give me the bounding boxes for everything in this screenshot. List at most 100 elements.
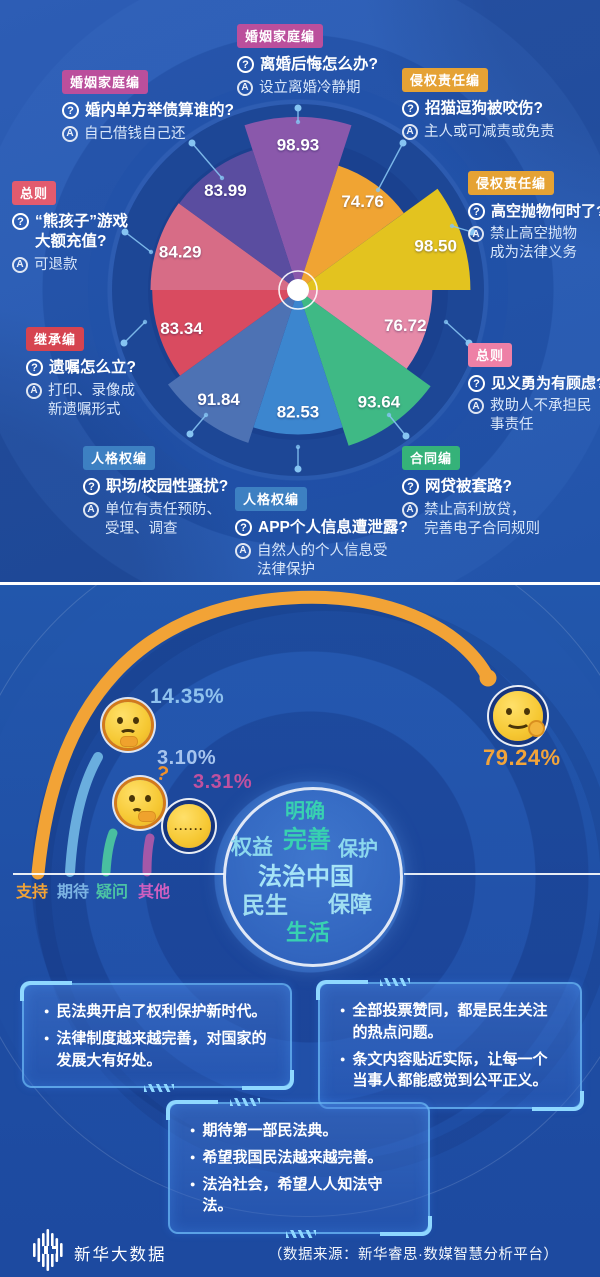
comment-item: ● 希望我国民法越来越完善。 <box>190 1147 410 1169</box>
comment-item: ● 期待第一部民法典。 <box>190 1120 410 1142</box>
answer-text: 设立离婚冷静期 <box>259 79 361 96</box>
topic-badge: 人格权编 <box>235 487 308 511</box>
question-icon: ? <box>402 478 419 495</box>
support-arc-end-dot <box>479 669 497 687</box>
answer-icon: A <box>237 79 253 96</box>
svg-text:76.72: 76.72 <box>384 316 427 335</box>
decor-ticks <box>230 1098 260 1106</box>
callout-general-right: 总则 ? 见义勇为有顾虑? A 救助人不承担民 事责任 <box>468 343 600 435</box>
answer-icon: A <box>83 501 99 518</box>
emoji-eye <box>116 717 123 725</box>
bullet-icon: ● <box>190 1125 196 1135</box>
answer-icon: A <box>12 256 28 273</box>
bullet-icon: ● <box>44 1032 50 1043</box>
answer-text: 自然人的个人信息受 法律保护 <box>257 542 388 578</box>
legend-doubt: 疑问 <box>96 884 129 901</box>
callout-marriage-top: 婚姻家庭编 ? 离婚后悔怎么办? A 设立离婚冷静期 <box>237 24 402 98</box>
topic-badge: 合同编 <box>402 446 461 470</box>
callout-personality-center: 人格权编 ? APP个人信息遭泄露? A 自然人的个人信息受 法律保护 <box>235 487 420 580</box>
comment-box-left: ● 民法典开启了权利保护新时代。 ● 法律制度越来越完善，对国家的发展大有好处。 <box>20 980 294 1093</box>
topic-badge: 侵权责任编 <box>402 68 489 92</box>
answer-icon: A <box>62 125 78 142</box>
comment-box-right: ● 全部投票赞同，都是民生关注的热点问题。 ● 条文内容贴近实际，让每一个当事人都能… <box>316 978 584 1111</box>
support-pct-label: 79.24% <box>483 745 561 770</box>
answer-text: 打印、录像成 新遗嘱形式 <box>48 382 135 418</box>
answer-text: 自己借钱自己还 <box>84 125 186 142</box>
other-pct-label: 3.31% <box>193 771 253 793</box>
answer-icon: A <box>402 123 418 140</box>
question-icon: ? <box>83 478 100 495</box>
emoji-mouth <box>505 714 531 729</box>
question-icon: ? <box>468 375 485 392</box>
support-emoji-icon <box>493 691 545 741</box>
bullet-icon: ● <box>190 1151 196 1162</box>
topic-badge: 总则 <box>12 181 57 205</box>
other-arc <box>142 833 155 877</box>
question-text: APP个人信息遭泄露? <box>258 519 408 536</box>
question-icon: ? <box>402 100 419 117</box>
expect-pct-label: 14.35% <box>150 685 225 708</box>
emoji-eye <box>145 795 152 803</box>
svg-text:98.93: 98.93 <box>277 136 320 155</box>
question-text: 职场/校园性骚扰? <box>106 478 229 495</box>
emoji-eye <box>506 707 512 715</box>
callout-contract: 合同编 ? 网贷被套路? A 禁止高利放贷， 完善电子合同规则 <box>402 446 577 539</box>
emoji-hand <box>137 811 156 823</box>
emoji-eye <box>524 707 530 715</box>
svg-text:83.99: 83.99 <box>204 181 247 200</box>
footer-data-source: （数据来源：新华睿思·数媒智慧分析平台） <box>268 1247 559 1263</box>
svg-text:93.64: 93.64 <box>358 392 401 411</box>
sentiment-section: ? ······ 79.24% 14.35% 3.10% 3.31% 支持 期待… <box>0 585 600 1277</box>
question-icon: ? <box>62 102 79 119</box>
decor-ticks <box>286 1230 317 1238</box>
question-text: 网贷被套路? <box>425 478 512 495</box>
question-icon: ? <box>26 359 43 376</box>
svg-text:98.50: 98.50 <box>414 236 457 255</box>
xinhua-bigdata-logo-icon <box>33 1229 63 1271</box>
answer-icon: A <box>26 382 42 399</box>
svg-text:74.76: 74.76 <box>341 192 384 211</box>
answer-text: 可退款 <box>34 256 78 273</box>
callout-tort-1: 侵权责任编 ? 招猫逗狗被咬伤? A 主人或可减责或免责 <box>402 68 592 142</box>
topic-badge: 继承编 <box>26 327 85 351</box>
answer-icon: A <box>235 542 251 559</box>
gauge-arcs <box>13 590 600 880</box>
wordcloud-circle <box>223 787 403 967</box>
decor-ticks <box>380 978 410 986</box>
legend-support: 支持 <box>16 884 49 901</box>
legend-expect: 期待 <box>57 884 90 901</box>
question-text: 离婚后悔怎么办? <box>260 56 378 73</box>
other-emoji-icon: ······ <box>167 804 211 848</box>
doubt-pct-label: 3.10% <box>157 747 217 769</box>
question-text: 遗嘱怎么立? <box>49 359 136 376</box>
answer-text: 单位有责任预防、 受理、调查 <box>105 501 221 537</box>
expect-emoji-icon <box>105 702 151 748</box>
footer-brand: 新华大数据 <box>74 1246 167 1264</box>
expect-arc <box>65 752 103 877</box>
comment-item: ● 条文内容贴近实际，让每一个当事人都能感觉到公平正义。 <box>340 1049 562 1093</box>
question-text: 招猫逗狗被咬伤? <box>425 100 543 117</box>
topic-badge: 人格权编 <box>83 446 156 470</box>
decor-ticks <box>143 1084 174 1093</box>
comment-item: ● 法治社会，希望人人知法守法。 <box>190 1174 410 1218</box>
topic-badge: 婚姻家庭编 <box>62 70 149 94</box>
bullet-icon: ● <box>190 1178 196 1189</box>
question-text: 婚内单方举债算谁的? <box>85 102 234 119</box>
question-icon: ? <box>235 519 252 536</box>
callout-tort-2: 侵权责任编 ? 高空抛物何时了? A 禁止高空抛物 成为法律义务 <box>468 171 600 263</box>
emoji-eye <box>128 795 135 803</box>
bullet-icon: ● <box>44 1006 50 1016</box>
answer-icon: A <box>402 501 418 518</box>
bullet-icon: ● <box>340 1005 346 1015</box>
comment-item: ● 全部投票赞同，都是民生关注的热点问题。 <box>340 1000 562 1044</box>
question-text: 高空抛物何时了? <box>491 203 600 220</box>
answer-text: 救助人不承担民 事责任 <box>490 398 592 434</box>
comment-box-bottom: ● 期待第一部民法典。 ● 希望我国民法越来越完善。 ● 法治社会，希望人人知法守法。 <box>166 1098 432 1238</box>
callout-inheritance: 继承编 ? 遗嘱怎么立? A 打印、录像成 新遗嘱形式 <box>26 327 176 420</box>
legend-other: 其他 <box>138 884 171 901</box>
emoji-mouth <box>119 728 137 740</box>
emoji-hands <box>120 736 138 748</box>
question-text: 见义勇为有顾虑? <box>491 375 600 392</box>
answer-text: 禁止高空抛物 成为法律义务 <box>490 226 577 262</box>
